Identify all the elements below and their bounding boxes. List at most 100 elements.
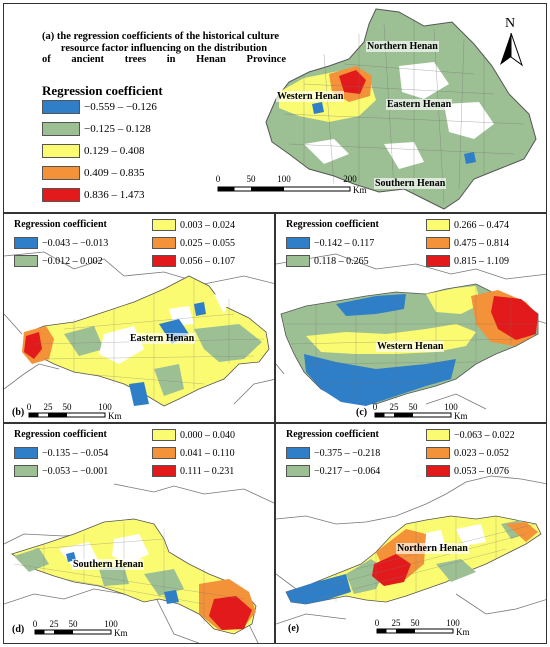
white-patch [444, 102, 494, 139]
legend-swatch [426, 429, 450, 441]
panel-c-legend-title: Regression coefficient [286, 219, 379, 230]
legend-label: 0.475 – 0.814 [454, 237, 509, 249]
panel-c-scale-unit: Km [454, 411, 468, 421]
legend-label: 0.023 – 0.052 [454, 447, 509, 459]
legend-label: −0.217 – −0.064 [314, 465, 381, 477]
legend-label: 0.118 – 0.265 [314, 255, 369, 267]
panel-c-legend-item: 0.815 – 1.109 [426, 255, 509, 267]
legend-swatch [42, 100, 80, 114]
region-label-western: Western Henan [276, 91, 345, 102]
panel-b-legend-item: −0.012 – 0.002 [14, 255, 103, 267]
legend-swatch [152, 465, 176, 477]
region-label-eastern: Eastern Henan [386, 99, 453, 110]
legend-label: 0.056 – 0.107 [180, 255, 235, 267]
legend-label: −0.142 – 0.117 [314, 237, 375, 249]
legend-label: 0.815 – 1.109 [454, 255, 509, 267]
panel-e-legend-item: 0.023 – 0.052 [426, 447, 509, 459]
lowest-zone-south [304, 354, 456, 406]
panel-e-scale-bar [376, 628, 454, 634]
legend-swatch [42, 144, 80, 158]
panel-e-label: (e) [288, 623, 300, 634]
legend-label: 0.000 – 0.040 [180, 429, 235, 441]
highest-zone-west [22, 326, 54, 364]
legend-swatch [14, 465, 38, 477]
legend-swatch [14, 447, 38, 459]
legend-label: 0.129 – 0.408 [84, 145, 145, 157]
legend-swatch [152, 447, 176, 459]
north-arrow-icon [500, 33, 523, 67]
legend-swatch [152, 219, 176, 231]
panel-b-legend-item: 0.025 – 0.055 [152, 237, 235, 249]
panel-c-scale-numbers: 0 25 50 100 [373, 402, 475, 412]
legend-swatch [152, 237, 176, 249]
panel-e: Regression coefficient −0.375 – −0.218 −… [275, 423, 547, 644]
panel-b-legend-item: 0.056 – 0.107 [152, 255, 235, 267]
panel-d-scale-bar [34, 629, 112, 635]
panel-a-scale-unit: Km [353, 185, 367, 195]
panel-b-scale-numbers: 0 25 50 100 [27, 402, 129, 412]
legend-label: −0.125 – 0.128 [84, 123, 151, 135]
highest-zone [491, 296, 538, 340]
scale-tick: 50 [246, 174, 256, 184]
panel-a-scale-bar [217, 186, 351, 192]
region-label: Eastern Henan [129, 333, 196, 344]
panel-e-map [276, 475, 546, 634]
panel-e-scale-unit: Km [456, 627, 470, 637]
panel-e-scale-numbers: 0 25 50 100 [375, 618, 477, 628]
legend-swatch [42, 122, 80, 136]
panel-d-legend-item: −0.135 – −0.054 [14, 447, 108, 459]
lowest-zone [464, 152, 476, 164]
white-patches [99, 294, 229, 364]
legend-swatch [152, 429, 176, 441]
province-outlines [4, 483, 274, 643]
panel-e-legend-item: −0.063 – 0.022 [426, 429, 515, 441]
scale-tick: 50 [408, 402, 418, 412]
legend-swatch [426, 465, 450, 477]
region-label: Southern Henan [72, 559, 145, 570]
scale-tick: 25 [49, 619, 59, 629]
panel-a-legend-item: −0.125 – 0.128 [42, 122, 151, 136]
scale-tick: 50 [62, 402, 72, 412]
legend-label: −0.053 – −0.001 [42, 465, 109, 477]
scale-tick: 100 [104, 619, 118, 629]
panel-a-legend-title: Regression coefficient [42, 83, 163, 98]
region-label-southern: Southern Henan [374, 178, 447, 189]
legend-swatch [286, 255, 310, 267]
panel-a-title: (a) the regression coefficients of the h… [42, 31, 286, 66]
lowest-zone-north [336, 294, 406, 316]
province-outlines [4, 251, 274, 405]
panel-e-legend-item: −0.217 – −0.064 [286, 465, 380, 477]
panel-b-scale-bar [28, 412, 106, 418]
legend-swatch [286, 465, 310, 477]
panel-a-legend-item: −0.559 – −0.126 [42, 100, 157, 114]
scale-tick: 50 [410, 618, 420, 628]
legend-swatch [42, 166, 80, 180]
panel-b-scale-unit: Km [108, 411, 122, 421]
region-label: Northern Henan [396, 543, 469, 554]
panel-c-legend-item: 0.118 – 0.265 [286, 255, 369, 267]
high-band-north [426, 286, 481, 314]
higher-zones [372, 522, 538, 586]
panel-a-legend-item: 0.129 – 0.408 [42, 144, 145, 158]
legend-swatch [426, 447, 450, 459]
scale-tick: 25 [391, 618, 401, 628]
panel-b-legend-item: −0.043 – −0.013 [14, 237, 108, 249]
scale-tick: 200 [343, 174, 357, 184]
legend-label: 0.003 – 0.024 [180, 219, 235, 231]
scale-tick: 25 [43, 402, 53, 412]
legend-label: 0.836 – 1.473 [84, 189, 145, 201]
panel-d-legend-item: −0.053 – −0.001 [14, 465, 108, 477]
lowest-zone [286, 574, 351, 604]
panel-c-legend-item: 0.475 – 0.814 [426, 237, 509, 249]
legend-label: −0.559 – −0.126 [84, 101, 157, 113]
panel-b-label: (b) [12, 407, 25, 418]
panel-d-legend-item: 0.041 – 0.110 [152, 447, 235, 459]
panel-e-legend-item: −0.375 – −0.218 [286, 447, 380, 459]
panel-a-scale-numbers: 0 50 100 200 [216, 174, 378, 184]
panel-d-scale-numbers: 0 25 50 100 [33, 619, 135, 629]
panel-c-legend-item: 0.266 – 0.474 [426, 219, 509, 231]
panel-d-legend-item: 0.111 – 0.231 [152, 465, 234, 477]
highest-zone-southeast [199, 579, 256, 630]
panel-c-scale-bar [374, 412, 452, 418]
panel-e-legend-item: 0.053 – 0.076 [426, 465, 509, 477]
